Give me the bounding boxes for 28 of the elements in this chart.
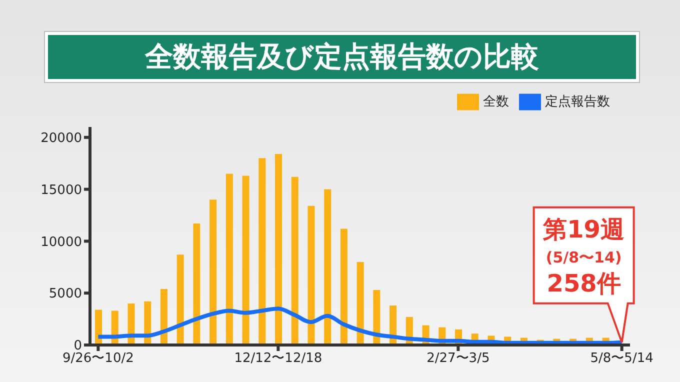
y-tick-label: 15000 — [40, 182, 82, 198]
x-tick-label: 12/12〜12/18 — [234, 351, 322, 366]
bar — [95, 310, 102, 345]
legend-label: 全数 — [483, 94, 509, 110]
x-tick-label: 9/26〜10/2 — [62, 351, 134, 366]
bar — [324, 189, 332, 345]
bar — [160, 288, 168, 345]
bar — [340, 228, 348, 345]
bar — [373, 290, 380, 345]
chart-title: 全数報告及び定点報告数の比較 — [45, 32, 639, 82]
bar — [356, 262, 364, 345]
bar — [275, 154, 282, 345]
bar — [308, 206, 315, 345]
bar — [193, 224, 200, 345]
bar — [258, 158, 266, 345]
x-tick-label: 2/27〜3/5 — [426, 351, 490, 366]
bar — [226, 174, 233, 345]
annotation: 第19週 (5/8〜14) 258件 — [542, 215, 625, 298]
y-tick-label: 20000 — [40, 130, 82, 146]
bar — [210, 200, 217, 345]
x-tick-label: 5/8〜5/14 — [590, 351, 654, 366]
legend-label: 定点報告数 — [545, 94, 610, 110]
y-tick-label: 5000 — [48, 286, 82, 302]
bar — [176, 254, 184, 345]
bar — [242, 176, 250, 345]
y-tick-label: 10000 — [40, 234, 82, 250]
bar — [291, 176, 298, 345]
line-series — [96, 306, 624, 345]
